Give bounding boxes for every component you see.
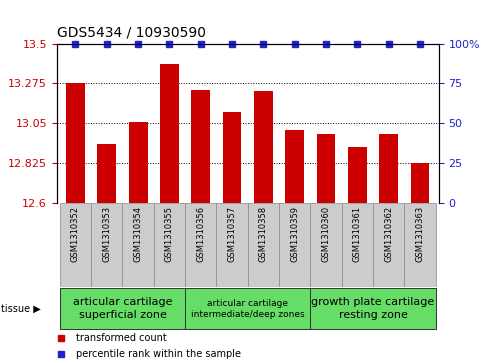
Text: GDS5434 / 10930590: GDS5434 / 10930590 — [57, 26, 206, 40]
Bar — [379, 134, 398, 203]
Text: GSM1310360: GSM1310360 — [321, 206, 330, 262]
Text: tissue ▶: tissue ▶ — [1, 303, 41, 314]
Bar — [66, 83, 85, 203]
Bar — [191, 90, 210, 203]
Text: GSM1310363: GSM1310363 — [416, 206, 424, 262]
Text: GSM1310356: GSM1310356 — [196, 206, 205, 262]
Bar — [317, 134, 335, 203]
Bar — [254, 91, 273, 203]
Bar — [248, 203, 279, 287]
Text: GSM1310358: GSM1310358 — [259, 206, 268, 262]
Bar — [98, 144, 116, 203]
Bar — [373, 203, 404, 287]
Bar — [404, 203, 436, 287]
Bar — [122, 203, 154, 287]
Bar — [91, 203, 122, 287]
Text: GSM1310354: GSM1310354 — [134, 206, 142, 262]
Text: GSM1310353: GSM1310353 — [103, 206, 111, 262]
Bar — [185, 287, 311, 330]
Text: GSM1310362: GSM1310362 — [384, 206, 393, 262]
Text: transformed count: transformed count — [76, 333, 167, 343]
Bar — [60, 203, 91, 287]
Text: GSM1310357: GSM1310357 — [228, 206, 237, 262]
Text: articular cartilage
superficial zone: articular cartilage superficial zone — [72, 297, 172, 320]
Bar — [311, 203, 342, 287]
Bar — [185, 203, 216, 287]
Text: GSM1310355: GSM1310355 — [165, 206, 174, 262]
Bar — [348, 147, 367, 203]
Text: growth plate cartilage
resting zone: growth plate cartilage resting zone — [312, 297, 435, 320]
Text: GSM1310352: GSM1310352 — [71, 206, 80, 262]
Bar — [154, 203, 185, 287]
Bar — [60, 287, 185, 330]
Bar — [216, 203, 248, 287]
Bar — [160, 64, 179, 203]
Text: GSM1310359: GSM1310359 — [290, 206, 299, 262]
Text: GSM1310361: GSM1310361 — [353, 206, 362, 262]
Bar — [311, 287, 436, 330]
Bar — [223, 112, 242, 203]
Bar — [279, 203, 311, 287]
Text: articular cartilage
intermediate/deep zones: articular cartilage intermediate/deep zo… — [191, 298, 305, 319]
Bar — [129, 122, 147, 203]
Text: percentile rank within the sample: percentile rank within the sample — [76, 348, 241, 359]
Bar — [342, 203, 373, 287]
Bar — [285, 130, 304, 203]
Bar — [411, 163, 429, 203]
